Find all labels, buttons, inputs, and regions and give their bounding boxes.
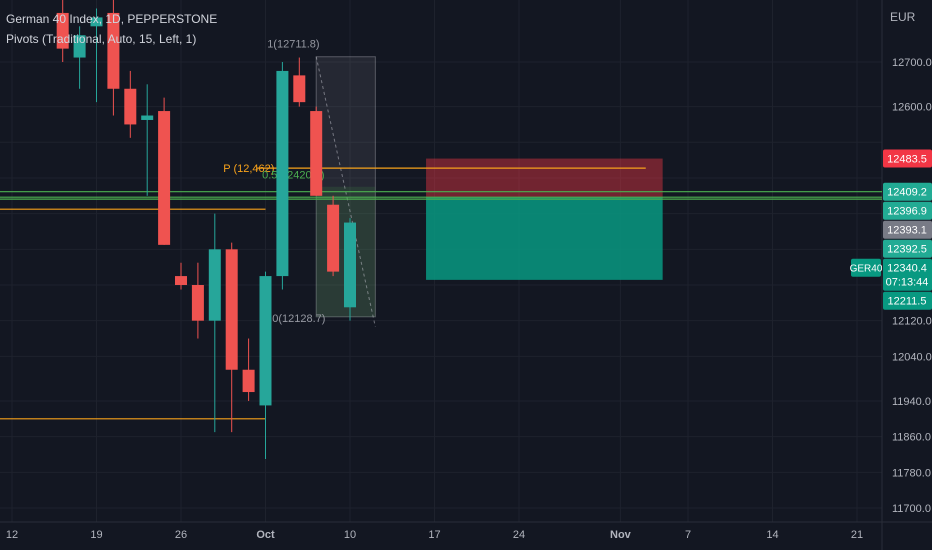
currency-label: EUR: [890, 10, 916, 24]
price-badge-green: [883, 201, 932, 220]
pattern-top-label: 1(12711.8): [267, 39, 319, 51]
symbol-tag: [851, 258, 881, 277]
price-badge-value: 12211.5: [888, 296, 927, 308]
price-badge-teal: [883, 291, 932, 310]
price-badge-value: 12393.1: [887, 225, 927, 237]
x-tick-label: Nov: [610, 529, 632, 541]
chart-title: German 40 Index, 1D, PEPPERSTONE: [6, 12, 218, 26]
candle-body: [124, 88, 137, 125]
stop-loss-zone: [426, 158, 663, 198]
price-badge-red: [883, 149, 932, 168]
y-tick-label: 12040.0: [892, 351, 932, 363]
x-tick-label: 10: [344, 529, 356, 541]
price-badge-value: 12340.4: [887, 263, 927, 275]
candle-body: [141, 115, 154, 120]
price-badge-green: [883, 182, 932, 201]
price-badge-value: 12396.9: [887, 206, 927, 218]
y-tick-label: 12600.0: [892, 102, 932, 114]
candle-body: [327, 204, 340, 272]
x-tick-label: 26: [175, 529, 187, 541]
y-tick-label: 11940.0: [892, 396, 931, 408]
candle-body: [73, 35, 86, 58]
pattern-bottom-label: 0(12128.7): [272, 313, 325, 325]
x-tick-label: 12: [6, 529, 18, 541]
candle-body: [259, 276, 272, 406]
price-badge-value: 12409.2: [887, 187, 927, 199]
x-tick-label: 24: [513, 529, 525, 541]
price-badge-green: [883, 239, 932, 258]
countdown-timer: 07:13:44: [886, 277, 929, 289]
price-badge-value: 12483.5: [887, 154, 927, 166]
candle-body: [90, 17, 103, 27]
x-tick-label: 17: [428, 529, 440, 541]
price-badge-teal: [883, 258, 932, 291]
candle-body: [225, 249, 238, 370]
y-tick-label: 11860.0: [892, 432, 931, 444]
y-tick-label: 12700.0: [892, 57, 932, 69]
y-tick-label: 12120.0: [892, 316, 932, 328]
candle-body: [191, 285, 204, 321]
candle-body: [175, 276, 187, 285]
pivot-label: P (12,462): [223, 163, 274, 175]
x-tick-label: 21: [851, 529, 863, 541]
candle-body: [293, 75, 306, 103]
x-tick-label: 19: [90, 529, 102, 541]
price-badge-grey: [883, 220, 932, 239]
candle-body: [56, 12, 69, 49]
take-profit-zone: [426, 197, 663, 280]
candle-body: [158, 111, 171, 245]
candle-body: [208, 249, 221, 321]
candle-body: [107, 12, 120, 89]
price-badge-value: 12392.5: [887, 244, 927, 256]
symbol-tag-label: GER40: [850, 264, 883, 275]
y-tick-label: 11780.0: [892, 467, 931, 479]
candle-body: [344, 222, 356, 308]
candle-body: [276, 70, 289, 277]
x-tick-label: 7: [685, 529, 691, 541]
indicator-label[interactable]: Pivots (Traditional, Auto, 15, Left, 1): [6, 32, 197, 46]
y-tick-label: 11700.0: [892, 503, 931, 515]
candle-body: [310, 111, 323, 196]
x-tick-label: 14: [766, 529, 778, 541]
x-tick-label: Oct: [256, 529, 275, 541]
candle-body: [242, 369, 255, 393]
